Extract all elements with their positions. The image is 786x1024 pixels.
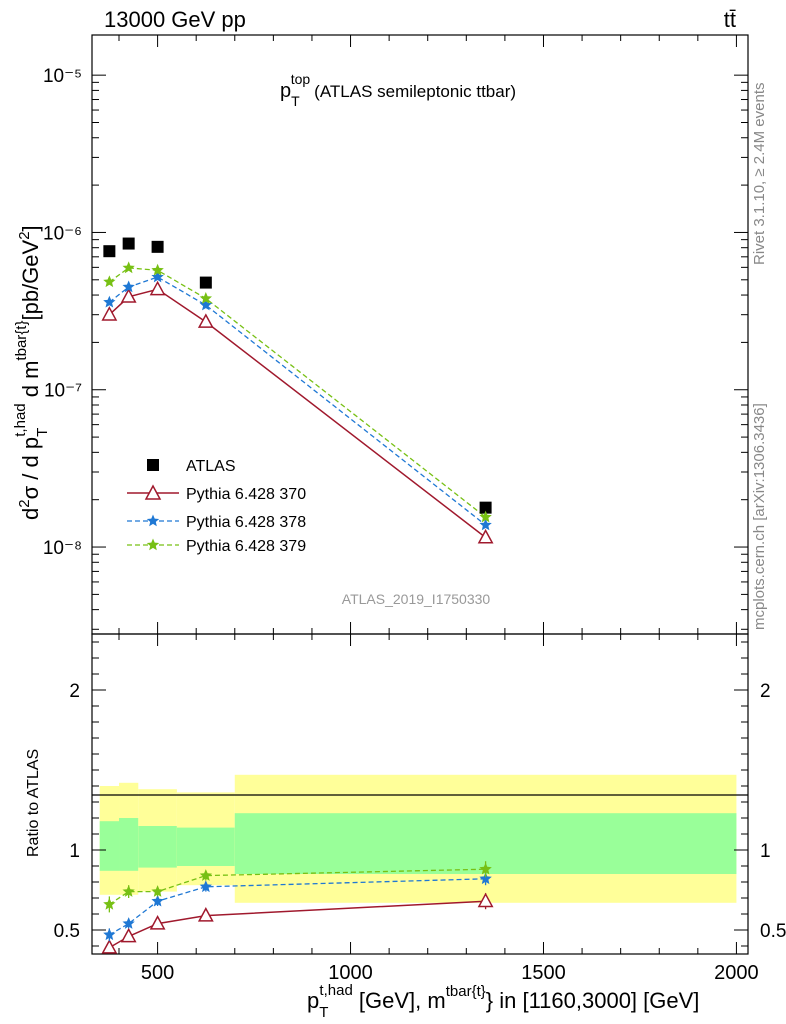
y-axis-label-bottom: Ratio to ATLAS: [25, 749, 42, 857]
point-379: [479, 510, 492, 523]
svg-text:pTt,had [GeV], mtbar{t}} in [1: pTt,had [GeV], mtbar{t}} in [1160,3000] …: [307, 982, 699, 1021]
ratio-point-379: [151, 885, 164, 897]
ratio-point-378: [199, 880, 212, 893]
y-tick-label: 0.5: [760, 921, 786, 942]
ratio-point-379: [103, 897, 116, 910]
mcplots-label: mcplots.cern.ch [arXiv:1306.3436]: [751, 403, 768, 630]
point-370: [120, 288, 137, 303]
legend: ATLAS Pythia 6.428 370 Pythia 6.428 378 …: [127, 458, 306, 555]
svg-text:ATLAS: ATLAS: [186, 458, 236, 475]
y-tick-label: 10⁻⁸: [43, 538, 82, 559]
ratio-point-378: [151, 894, 164, 907]
y-tick-label: 1: [69, 841, 80, 862]
point-379: [151, 263, 164, 276]
rivet-label: Rivet 3.1.10, ≥ 2.4M events: [751, 83, 768, 266]
point-370: [101, 306, 118, 321]
ratio-bands: [99, 774, 737, 903]
svg-text:Pythia 6.428 379: Pythia 6.428 379: [186, 538, 306, 555]
legend-item-378: Pythia 6.428 378: [127, 514, 306, 531]
band-inner-2: [138, 826, 177, 868]
ratio-point-370: [149, 915, 166, 930]
point-378: [199, 298, 212, 311]
point-379: [199, 292, 212, 304]
band-inner-0: [99, 821, 120, 871]
point-370: [149, 280, 166, 296]
x-tick-label: 1500: [521, 962, 566, 984]
legend-item-370: Pythia 6.428 370: [127, 484, 306, 503]
atlas-point: [151, 240, 164, 253]
atlas-point: [103, 245, 116, 258]
main-title: pTtop(ATLAS semileptonic ttbar): [280, 71, 516, 109]
point-379: [103, 275, 116, 288]
y-tick-label: 2: [69, 681, 80, 702]
x-tick-label: 1000: [328, 962, 373, 984]
ratio-point-378: [122, 917, 135, 929]
ratio-point-379: [199, 869, 212, 881]
y-tick-label: 2: [760, 681, 771, 702]
point-379: [122, 261, 135, 274]
atlas-point: [122, 237, 135, 250]
y-tick-label: 0.5: [54, 921, 80, 942]
ratio-point-378: [479, 872, 492, 885]
band-inner-3: [176, 827, 235, 866]
y-tick-label: 1: [760, 841, 771, 862]
svg-text:Pythia 6.428 378: Pythia 6.428 378: [186, 514, 306, 531]
point-370: [197, 313, 214, 328]
point-378: [103, 295, 116, 308]
legend-item-379: Pythia 6.428 379: [127, 538, 306, 555]
y-tick-label: 10⁻⁵: [43, 66, 82, 87]
ratio-point-370: [197, 907, 214, 922]
ratio-point-370: [120, 927, 137, 943]
point-378: [122, 280, 135, 293]
point-378: [151, 270, 164, 283]
axis-tick-labels: 500 1000 1500 2000 10⁻⁸ 10⁻⁷ 10⁻⁶ 10⁻⁵ 0.5 0.5 1 1 2…: [43, 66, 786, 984]
legend-star-378: [146, 514, 160, 527]
legend-item-atlas: ATLAS: [147, 458, 236, 475]
x-tick-label: 500: [141, 962, 174, 984]
axis-ticks: [92, 35, 748, 954]
svg-text:pTtop(ATLAS semileptonic ttbar: pTtop(ATLAS semileptonic ttbar): [280, 71, 516, 109]
atlas-point: [199, 276, 212, 289]
y-tick-label: 10⁻⁶: [43, 223, 82, 244]
ratio-point-370: [101, 939, 118, 954]
ratio-point-378: [103, 928, 116, 941]
point-378: [479, 518, 492, 531]
atlas-point: [479, 501, 492, 514]
svg-text:Pythia 6.428 370: Pythia 6.428 370: [186, 486, 306, 503]
ratio-point-370: [477, 892, 494, 908]
series-markers: [101, 237, 494, 954]
band-inner-1: [119, 818, 139, 871]
watermark: ATLAS_2019_I1750330: [342, 591, 491, 607]
bottom-panel-frame: [91, 633, 749, 955]
header-right: tt̄: [724, 7, 736, 32]
x-axis-label: pTt,had [GeV], mtbar{t}} in [1160,3000] …: [307, 982, 699, 1021]
ratio-curve-0: [109, 900, 486, 949]
header-left: 13000 GeV pp: [104, 7, 246, 32]
curve-2: [108, 276, 487, 526]
legend-star-379: [146, 538, 160, 551]
y-tick-label: 10⁻⁷: [44, 381, 82, 402]
y-axis-label-top: d2σ / d pTt,had d mtbar{t}[pb/GeV2]: [12, 225, 51, 520]
ratio-point-379: [122, 885, 135, 897]
x-tick-label: 2000: [714, 962, 759, 984]
ratio-point-379: [479, 862, 492, 875]
svg-text:d2σ / d pTt,had d mtbar{t}[p: d2σ / d pTt,had d mtbar{t}[pb/GeV2]: [12, 225, 51, 520]
point-370: [477, 528, 494, 544]
